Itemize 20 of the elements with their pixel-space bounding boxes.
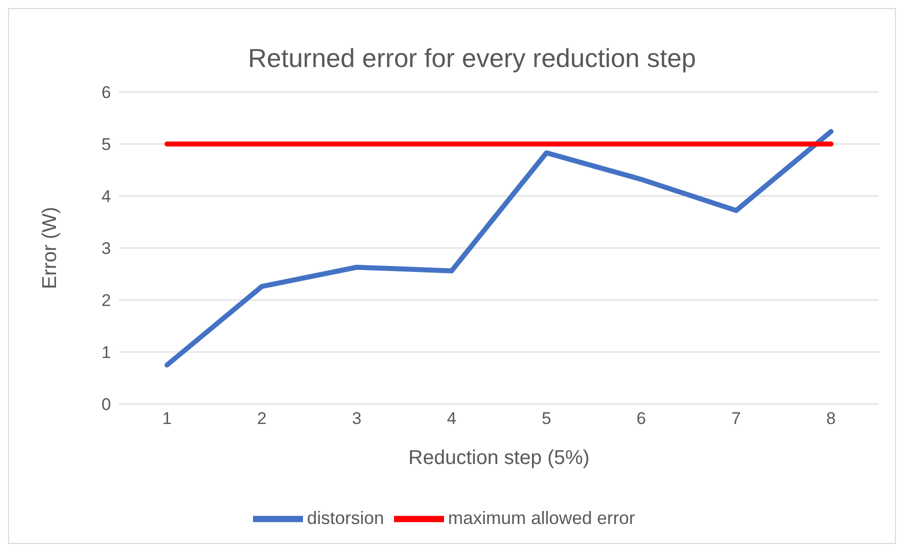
x-tick-label: 5: [542, 409, 552, 428]
x-tick-label: 8: [826, 409, 836, 428]
x-tick-label: 7: [731, 409, 741, 428]
x-tick-label: 2: [257, 409, 267, 428]
legend-label: maximum allowed error: [448, 508, 636, 528]
x-tick-label: 3: [352, 409, 362, 428]
x-tick-label: 4: [446, 409, 456, 428]
legend-label: distorsion: [306, 508, 384, 528]
chart-title: Returned error for every reduction step: [247, 43, 697, 74]
x-tick-label: 6: [636, 409, 646, 428]
y-tick-label: 0: [102, 395, 111, 414]
y-tick-label: 2: [102, 291, 111, 310]
y-axis-title: Error (W): [39, 206, 62, 290]
y-tick-label: 5: [102, 135, 111, 154]
y-tick-label: 4: [102, 187, 111, 206]
x-tick-label: 1: [162, 409, 172, 428]
y-tick-label: 3: [102, 239, 111, 258]
x-axis-title: Reduction step (5%): [408, 447, 590, 469]
y-tick-label: 1: [102, 343, 111, 362]
y-tick-label: 6: [102, 83, 111, 102]
